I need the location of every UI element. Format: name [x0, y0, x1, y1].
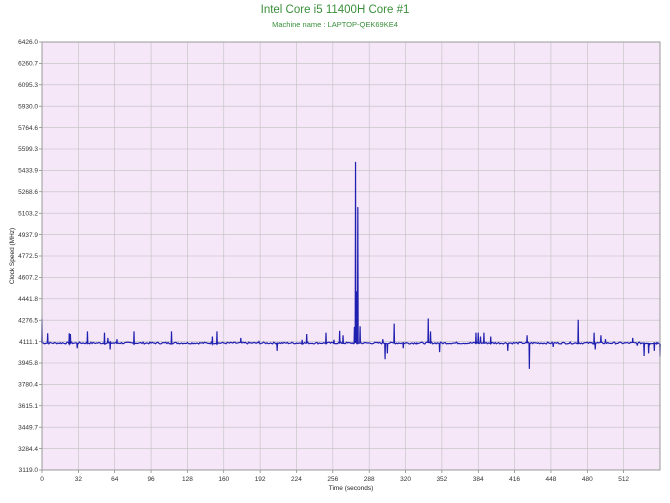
y-tick-label: 4276.5 — [18, 317, 38, 324]
grid-lines — [41, 41, 660, 471]
y-tick-label: 3449.7 — [18, 424, 38, 431]
y-tick-label: 3119.0 — [19, 467, 39, 474]
y-tick-label: 4111.1 — [19, 339, 38, 346]
y-tick-label: 3780.4 — [18, 382, 38, 389]
x-tick-label: 480 — [582, 476, 593, 483]
x-axis-ticks: 0 32 64 96 128 160 192 224 256 288 320 352 384 416 448… — [40, 470, 629, 483]
y-tick-label: 5599.3 — [18, 146, 38, 153]
y-tick-label: 3284.4 — [18, 446, 38, 453]
x-tick-label: 448 — [546, 476, 557, 483]
y-tick-label: 5764.6 — [18, 125, 38, 132]
y-tick-label: 6260.7 — [18, 61, 38, 68]
x-tick-label: 32 — [75, 476, 83, 483]
y-tick-label: 4607.2 — [18, 275, 38, 282]
x-axis-label: Time (seconds) — [329, 485, 374, 492]
x-tick-label: 512 — [618, 476, 629, 483]
y-tick-label: 4772.5 — [18, 253, 38, 260]
x-tick-label: 96 — [147, 476, 155, 483]
plot-frame — [41, 41, 661, 471]
x-tick-label: 64 — [111, 476, 119, 483]
y-tick-label: 4441.8 — [18, 296, 38, 303]
x-tick-label: 288 — [364, 476, 375, 483]
y-tick-label: 4937.9 — [18, 232, 38, 239]
y-tick-label: 3945.8 — [18, 360, 38, 367]
x-tick-label: 352 — [436, 476, 447, 483]
x-tick-label: 224 — [291, 476, 302, 483]
x-tick-label: 128 — [182, 476, 193, 483]
x-tick-label: 192 — [255, 476, 266, 483]
x-tick-label: 160 — [218, 476, 229, 483]
y-tick-label: 5433.9 — [18, 168, 38, 175]
y-tick-label: 5268.6 — [18, 189, 38, 196]
y-axis-ticks: 3119.0 3284.4 3449.7 3615.1 3780.4 3945.8 4111… — [18, 39, 42, 474]
x-tick-label: 0 — [40, 476, 44, 483]
series-line — [41, 161, 661, 369]
x-tick-label: 416 — [509, 476, 520, 483]
y-tick-label: 6426.0 — [18, 39, 38, 46]
y-tick-label: 5930.0 — [18, 103, 38, 110]
y-tick-label: 5103.2 — [18, 210, 38, 217]
y-tick-label: 3615.1 — [18, 403, 38, 410]
chart-subtitle: Machine name : LAPTOP-QEK69KE4 — [272, 20, 398, 29]
x-tick-label: 256 — [327, 476, 338, 483]
y-tick-label: 6095.3 — [18, 82, 38, 89]
chart-title: Intel Core i5 11400H Core #1 — [260, 4, 410, 16]
y-axis-label: Clock Speed (MHz) — [9, 228, 16, 284]
x-tick-label: 320 — [400, 476, 411, 483]
x-tick-label: 384 — [473, 476, 484, 483]
